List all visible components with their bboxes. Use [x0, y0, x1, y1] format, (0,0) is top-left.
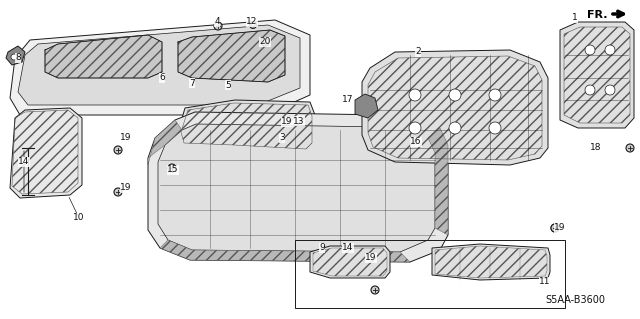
Text: 1: 1	[572, 13, 578, 23]
Text: 7: 7	[189, 78, 195, 87]
Polygon shape	[208, 40, 255, 64]
Polygon shape	[310, 246, 390, 278]
Text: 6: 6	[159, 73, 165, 83]
Text: 10: 10	[73, 213, 84, 222]
Circle shape	[551, 224, 559, 232]
Circle shape	[250, 21, 257, 28]
Text: 14: 14	[19, 158, 29, 167]
Circle shape	[585, 45, 595, 55]
Polygon shape	[10, 20, 310, 115]
Polygon shape	[362, 50, 548, 165]
Circle shape	[409, 122, 421, 134]
Text: 9: 9	[319, 243, 325, 253]
Text: 19: 19	[554, 224, 566, 233]
Text: FR.: FR.	[586, 10, 607, 20]
Circle shape	[11, 54, 17, 60]
Text: 15: 15	[167, 166, 179, 174]
Circle shape	[551, 224, 559, 232]
Text: 19: 19	[120, 133, 132, 143]
Text: 16: 16	[410, 137, 422, 146]
Circle shape	[605, 85, 615, 95]
Text: 19: 19	[120, 183, 132, 192]
Circle shape	[261, 38, 269, 46]
Circle shape	[449, 89, 461, 101]
Circle shape	[114, 146, 122, 154]
Polygon shape	[428, 128, 448, 235]
Text: 13: 13	[293, 116, 305, 125]
Circle shape	[626, 144, 634, 152]
Circle shape	[585, 85, 595, 95]
Polygon shape	[178, 100, 315, 152]
Polygon shape	[18, 25, 300, 105]
Circle shape	[114, 188, 122, 196]
Polygon shape	[6, 46, 25, 65]
Text: 3: 3	[279, 133, 285, 143]
Text: 5: 5	[225, 80, 231, 90]
Polygon shape	[148, 112, 448, 262]
Text: 18: 18	[590, 144, 602, 152]
Polygon shape	[355, 94, 378, 118]
Text: 20: 20	[259, 38, 271, 47]
Text: 19: 19	[365, 254, 377, 263]
Polygon shape	[10, 108, 82, 198]
Polygon shape	[560, 22, 634, 128]
Text: 2: 2	[415, 48, 421, 56]
Circle shape	[371, 286, 379, 294]
Text: 12: 12	[246, 18, 258, 26]
Circle shape	[489, 89, 501, 101]
Polygon shape	[158, 124, 435, 252]
Bar	[295, 240, 565, 308]
Text: 4: 4	[214, 18, 220, 26]
Polygon shape	[45, 35, 162, 78]
Circle shape	[449, 122, 461, 134]
Circle shape	[252, 24, 255, 26]
Circle shape	[605, 45, 615, 55]
Text: 14: 14	[342, 243, 354, 253]
Text: 11: 11	[540, 278, 551, 286]
Text: 17: 17	[342, 95, 354, 105]
Text: 19: 19	[281, 117, 292, 127]
Circle shape	[214, 22, 222, 30]
Circle shape	[409, 89, 421, 101]
Polygon shape	[432, 244, 550, 280]
Circle shape	[489, 122, 501, 134]
Polygon shape	[88, 48, 118, 66]
Polygon shape	[160, 240, 410, 262]
Polygon shape	[148, 120, 182, 165]
Text: 8: 8	[15, 54, 21, 63]
Polygon shape	[178, 30, 285, 82]
Circle shape	[168, 164, 176, 172]
Text: S5AA-B3600: S5AA-B3600	[545, 295, 605, 305]
